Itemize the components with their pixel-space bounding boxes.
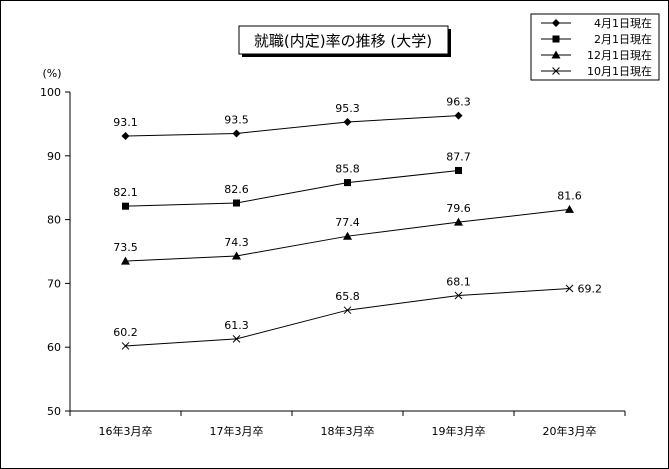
data-point-x-stroke	[565, 284, 574, 293]
data-point-triangle	[551, 50, 561, 59]
data-label: 77.4	[335, 216, 360, 229]
data-point-x	[565, 284, 574, 293]
data-point-triangle	[565, 204, 574, 213]
data-point-x-stroke	[232, 335, 241, 343]
data-label: 73.5	[113, 241, 138, 254]
chart-title-shadow	[448, 29, 451, 57]
series-layer: 93.1 93.5 95.3 96.3 82.1 82.6 85.8 87.7 73.5 74.3…	[113, 96, 602, 350]
x-tick-label: 20年3月卒	[543, 424, 597, 438]
legend-item: 10月1日現在	[541, 65, 652, 78]
data-label: 82.1	[113, 186, 138, 199]
series-triangle: 73.5 74.3 77.4 79.6 81.6	[113, 189, 582, 265]
series-diamond: 93.1 93.5 95.3 96.3	[113, 96, 471, 141]
data-point-square	[233, 199, 240, 207]
legend-item: 12月1日現在	[541, 49, 652, 62]
legend-item: 2月1日現在	[541, 33, 652, 46]
chart-title-shadow-bottom	[242, 54, 451, 57]
data-label: 85.8	[335, 163, 360, 176]
data-point-triangle	[232, 251, 241, 260]
x-tick-label: 17年3月卒	[210, 424, 264, 438]
data-point-triangle	[121, 256, 130, 265]
legend-label: 10月1日現在	[587, 65, 652, 78]
data-label: 65.8	[335, 290, 360, 303]
series-square: 82.1 82.6 85.8 87.7	[113, 150, 471, 210]
data-point-square	[455, 166, 462, 174]
data-point-x	[552, 67, 560, 75]
data-point-diamond	[454, 111, 463, 120]
data-label: 87.7	[446, 150, 471, 163]
data-label: 79.6	[446, 202, 471, 215]
data-point-x-stroke	[343, 306, 352, 315]
y-tick-label: 70	[47, 277, 61, 290]
data-label: 69.2	[578, 283, 603, 296]
legend: 4月1日現在 2月1日現在 12月1日現在 10月1日現在	[530, 13, 660, 81]
series-line	[125, 115, 459, 137]
data-label: 81.6	[557, 189, 582, 202]
data-point-diamond	[343, 117, 352, 126]
series-line	[125, 169, 459, 207]
data-label: 95.3	[335, 102, 360, 115]
data-point-x	[343, 306, 352, 315]
series-x: 60.2 61.3 65.8 68.1 69.2	[113, 276, 602, 350]
data-point-x-stroke	[121, 342, 130, 350]
data-point-square	[122, 202, 129, 210]
data-point-diamond	[552, 19, 560, 27]
data-point-x	[454, 291, 463, 300]
data-label: 96.3	[446, 96, 471, 109]
data-point-square	[344, 179, 351, 187]
data-point-diamond	[121, 132, 130, 141]
legend-box	[530, 13, 660, 81]
legend-label: 12月1日現在	[587, 49, 652, 62]
data-point-square	[552, 35, 560, 43]
y-axis-label: (%)	[42, 67, 61, 80]
chart-title: 就職(内定)率の推移 (大学)	[254, 32, 432, 50]
data-point-x-stroke	[454, 291, 463, 300]
data-label: 68.1	[446, 276, 471, 289]
data-label: 60.2	[113, 326, 138, 339]
y-ticks: 50 60 70 80 90 100	[40, 86, 70, 418]
data-point-triangle	[343, 231, 352, 240]
data-point-x	[232, 335, 241, 343]
data-label: 93.1	[113, 116, 138, 129]
y-tick-label: 50	[47, 405, 61, 418]
data-label: 93.5	[224, 113, 249, 126]
data-point-diamond	[232, 129, 241, 138]
legend-label: 4月1日現在	[594, 17, 652, 30]
data-point-x-stroke	[552, 67, 560, 75]
x-tick-label: 18年3月卒	[321, 424, 375, 438]
data-label: 74.3	[224, 236, 249, 249]
legend-items: 4月1日現在 2月1日現在 12月1日現在 10月1日現在	[541, 17, 652, 78]
chart-title-box: 就職(内定)率の推移 (大学)	[238, 25, 451, 57]
x-ticks: 16年3月卒 17年3月卒 18年3月卒 19年3月卒 20年3月卒	[69, 411, 626, 438]
data-point-x	[121, 342, 130, 350]
y-tick-label: 90	[47, 150, 61, 163]
legend-item: 4月1日現在	[541, 17, 652, 30]
chart-title-border	[238, 25, 449, 55]
legend-label: 2月1日現在	[594, 33, 652, 46]
data-label: 82.6	[224, 183, 249, 196]
y-tick-label: 60	[47, 341, 61, 354]
data-point-triangle	[454, 217, 463, 226]
x-tick-label: 16年3月卒	[99, 424, 153, 438]
x-tick-label: 19年3月卒	[432, 424, 486, 438]
y-tick-label: 80	[47, 214, 61, 227]
data-label: 61.3	[224, 319, 249, 332]
y-tick-label: 100	[40, 86, 61, 99]
